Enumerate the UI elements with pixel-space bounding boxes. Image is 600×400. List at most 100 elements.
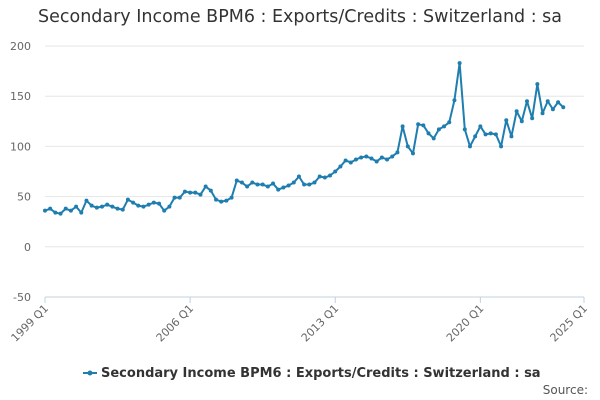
data-point xyxy=(79,210,84,215)
data-point xyxy=(442,124,447,129)
y-tick-label: 200 xyxy=(10,40,31,53)
data-point xyxy=(250,180,255,185)
data-point xyxy=(504,118,509,123)
data-point xyxy=(369,156,374,161)
data-point xyxy=(110,204,115,209)
data-point xyxy=(509,134,514,139)
x-tick-label: 2020 Q1 xyxy=(444,302,487,345)
data-point xyxy=(322,175,327,180)
data-point xyxy=(312,180,317,185)
data-point xyxy=(483,132,488,137)
data-point xyxy=(182,189,187,194)
data-point xyxy=(519,119,524,124)
series-line xyxy=(44,62,565,215)
data-point xyxy=(493,132,498,137)
data-point xyxy=(271,181,276,186)
data-point xyxy=(214,197,219,202)
data-point xyxy=(385,157,390,162)
data-point xyxy=(286,183,291,188)
y-tick-label: 150 xyxy=(10,90,31,103)
data-point xyxy=(478,124,483,129)
data-point xyxy=(416,122,421,127)
data-point xyxy=(260,182,265,187)
data-point xyxy=(467,144,472,149)
data-point xyxy=(239,180,244,185)
data-point xyxy=(545,99,550,104)
data-point xyxy=(348,160,353,165)
data-point xyxy=(364,154,369,159)
data-point xyxy=(58,211,63,216)
data-point xyxy=(395,150,400,155)
x-tick-label: 2025 Q1 xyxy=(548,302,591,345)
data-point xyxy=(457,61,462,66)
source-label: Source: xyxy=(543,383,588,397)
data-point xyxy=(100,204,105,209)
data-point xyxy=(245,184,250,189)
data-point xyxy=(53,210,58,215)
data-point xyxy=(333,169,338,174)
data-point xyxy=(452,98,457,103)
data-point xyxy=(556,100,561,105)
data-point xyxy=(499,144,504,149)
data-point xyxy=(141,204,146,209)
data-point xyxy=(359,155,364,160)
data-point xyxy=(120,207,125,212)
data-point xyxy=(421,123,426,128)
data-point xyxy=(379,155,384,160)
data-point xyxy=(157,201,162,206)
data-point xyxy=(219,199,224,204)
data-point xyxy=(405,144,410,149)
data-point xyxy=(146,202,151,207)
data-point xyxy=(125,197,130,202)
data-point xyxy=(115,206,120,211)
data-point xyxy=(291,180,296,185)
data-point xyxy=(172,195,177,200)
data-point xyxy=(524,99,529,104)
data-point xyxy=(188,190,193,195)
data-point xyxy=(436,127,441,132)
legend-label[interactable]: Secondary Income BPM6 : Exports/Credits … xyxy=(101,366,541,381)
data-point xyxy=(84,198,89,203)
data-point xyxy=(94,205,99,210)
data-point xyxy=(281,185,286,190)
data-point xyxy=(530,116,535,121)
data-point xyxy=(353,157,358,162)
data-point xyxy=(426,131,431,136)
legend-marker-icon xyxy=(87,370,93,376)
y-tick-label: 50 xyxy=(17,191,31,204)
x-tick-label: 1999 Q1 xyxy=(9,302,52,345)
data-point xyxy=(63,206,68,211)
y-tick-label: -50 xyxy=(13,291,31,304)
data-point xyxy=(74,204,79,209)
data-point xyxy=(43,208,47,213)
data-point xyxy=(255,182,260,187)
data-point xyxy=(224,198,229,203)
data-point xyxy=(540,111,545,116)
data-point xyxy=(136,203,141,208)
data-point xyxy=(488,131,493,136)
y-tick-label: 0 xyxy=(24,241,31,254)
data-point xyxy=(208,188,213,193)
data-point xyxy=(317,174,322,179)
data-point xyxy=(431,136,436,141)
data-point xyxy=(265,184,270,189)
data-point xyxy=(276,187,281,192)
data-point xyxy=(151,200,156,205)
data-point xyxy=(296,174,301,179)
data-point xyxy=(307,182,312,187)
chart-title: Secondary Income BPM6 : Exports/Credits … xyxy=(37,7,563,27)
data-point xyxy=(68,208,73,213)
data-point xyxy=(410,151,415,156)
x-tick-label: 2006 Q1 xyxy=(154,302,197,345)
data-point xyxy=(89,203,94,208)
data-point xyxy=(514,109,519,114)
data-point xyxy=(131,200,136,205)
data-point xyxy=(167,204,172,209)
data-point xyxy=(198,192,203,197)
data-point xyxy=(400,124,405,129)
data-point xyxy=(473,134,478,139)
data-point xyxy=(162,208,167,213)
data-point xyxy=(535,82,540,87)
